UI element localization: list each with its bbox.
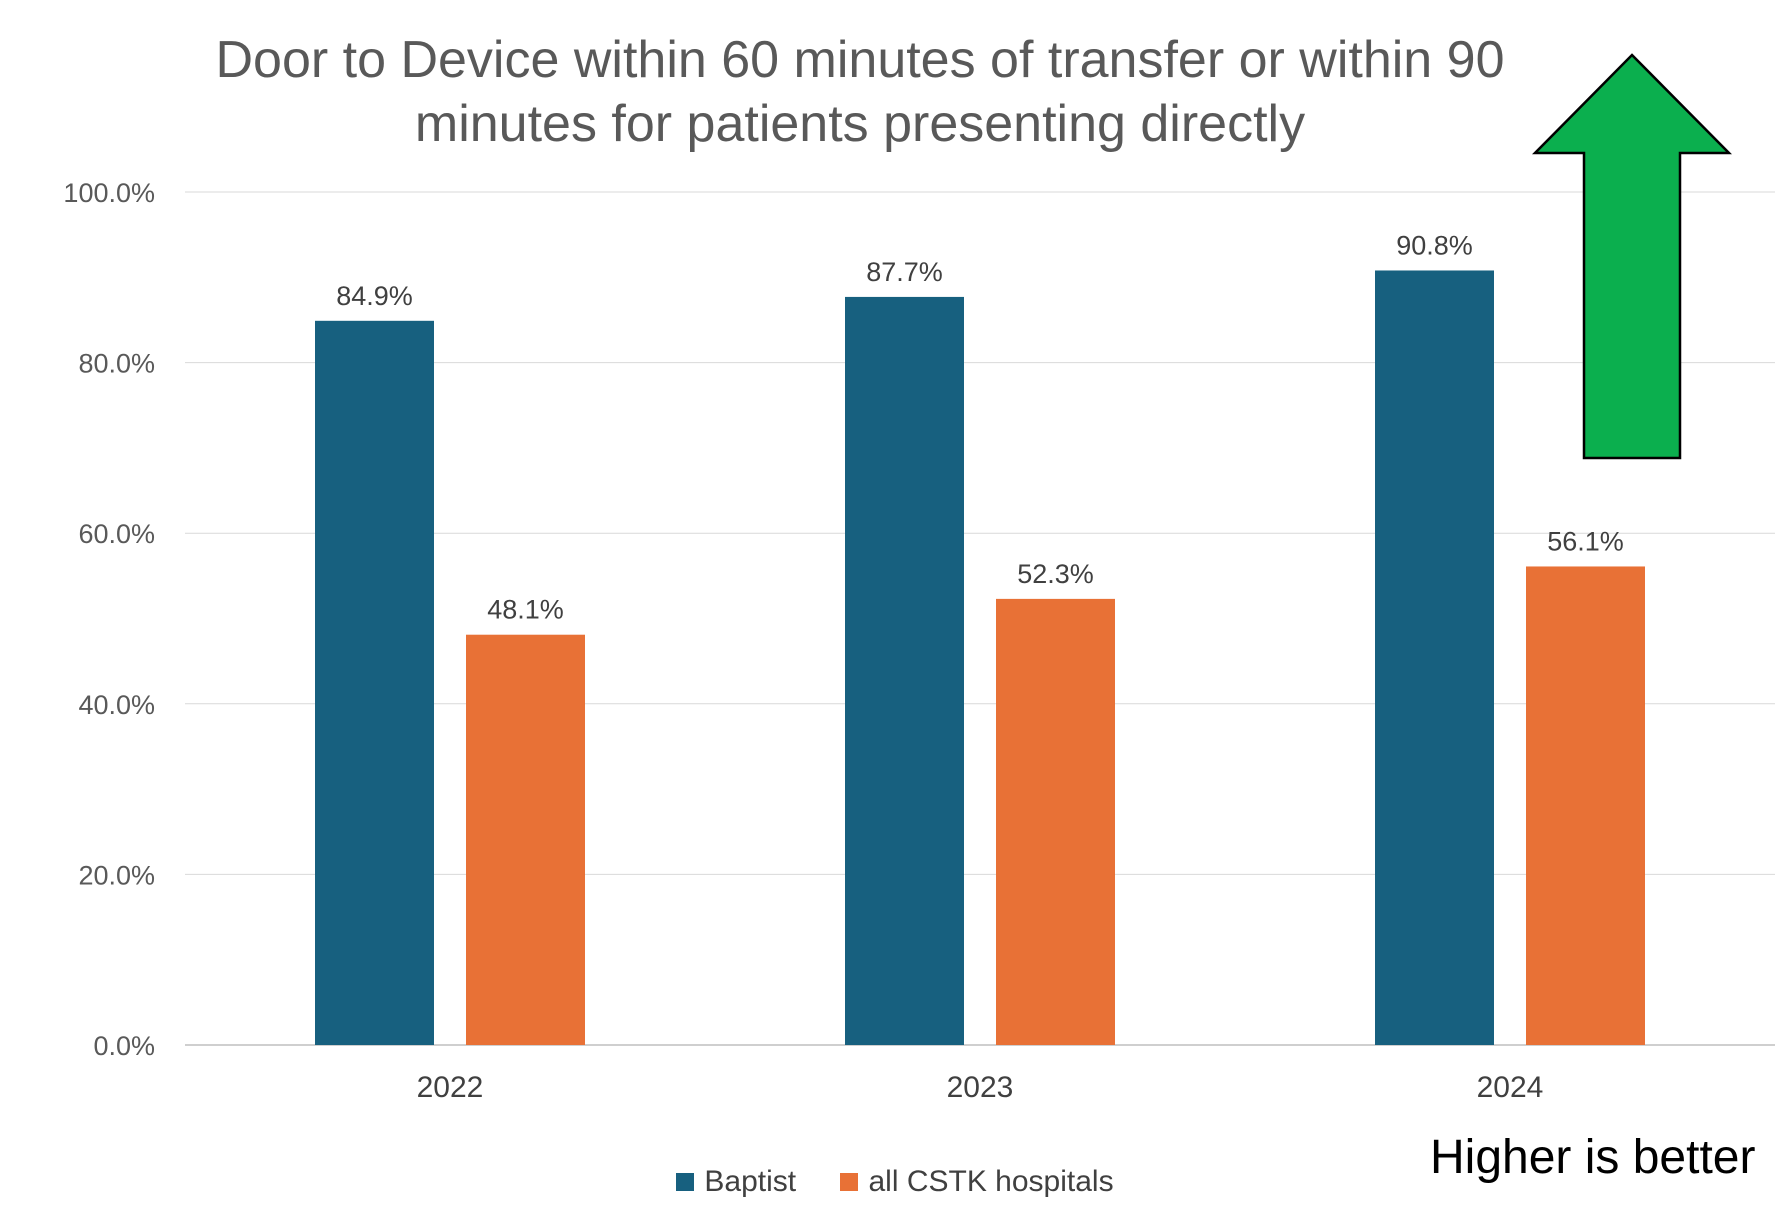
annotation-higher-is-better: Higher is better [1430,1131,1756,1184]
data-label-baptist-2022: 84.9% [336,281,413,311]
y-tick-label: 20.0% [78,860,155,890]
data-label-baptist-2023: 87.7% [866,257,943,287]
data-label-all-cstk-hospitals-2024: 56.1% [1547,526,1624,556]
bar-all-cstk-hospitals-2024 [1526,566,1645,1045]
legend: Baptist all CSTK hospitals [0,1165,1790,1199]
legend-swatch-all-cstk-hospitals [840,1173,859,1191]
chart-title: Door to Device within 60 minutes of tran… [215,31,1505,153]
legend-label-all-cstk-hospitals: all CSTK hospitals [868,1165,1114,1198]
data-label-all-cstk-hospitals-2023: 52.3% [1017,559,1094,589]
bar-baptist-2024 [1375,270,1494,1045]
y-tick-label: 40.0% [78,690,155,720]
bar-baptist-2022 [315,320,434,1046]
bar-all-cstk-hospitals-2022 [466,634,585,1045]
x-tick-label-2024: 2024 [1477,1071,1544,1104]
x-tick-label-2023: 2023 [947,1071,1014,1104]
y-tick-label: 80.0% [78,349,155,379]
data-label-baptist-2024: 90.8% [1396,230,1473,260]
legend-label-baptist: Baptist [704,1165,797,1198]
data-label-all-cstk-hospitals-2022: 48.1% [487,595,564,625]
y-tick-label: 100.0% [63,178,155,208]
bar-baptist-2023 [845,296,964,1045]
bar-all-cstk-hospitals-2023 [996,598,1115,1045]
x-tick-label-2022: 2022 [417,1071,484,1104]
y-tick-label: 0.0% [93,1031,155,1061]
legend-item-all-cstk-hospitals: all CSTK hospitals [840,1165,1114,1199]
legend-swatch-baptist [676,1173,695,1191]
legend-item-baptist: Baptist [676,1165,796,1199]
y-tick-label: 60.0% [78,519,155,549]
up-arrow-icon [1532,53,1732,460]
